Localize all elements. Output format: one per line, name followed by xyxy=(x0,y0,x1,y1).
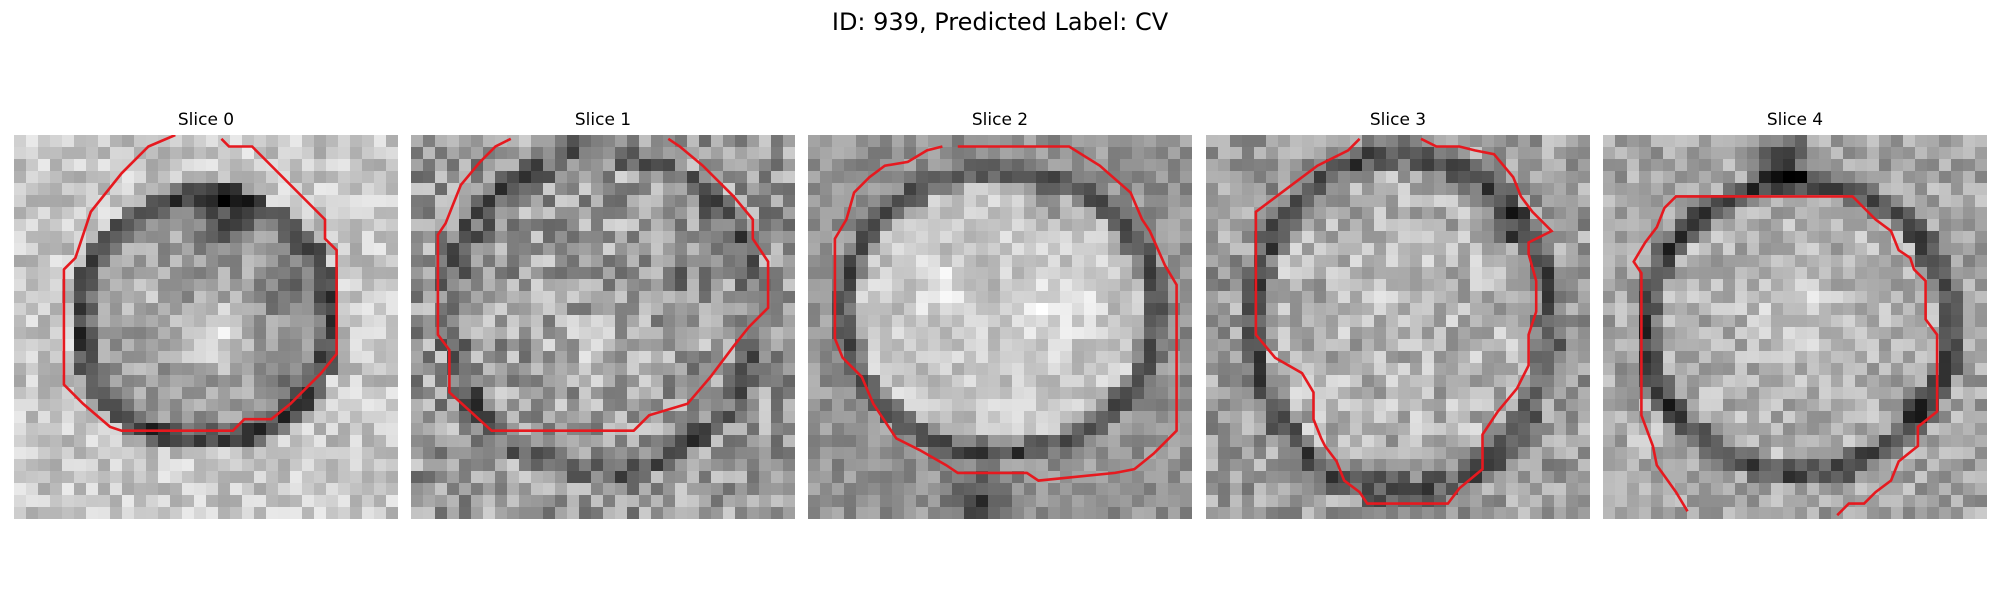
slice-image xyxy=(808,135,1192,519)
segmentation-contour xyxy=(833,145,1178,482)
slice-title: Slice 2 xyxy=(971,110,1029,130)
slice-panel: Slice 3 xyxy=(1206,108,1590,520)
slice-title: Slice 4 xyxy=(1766,110,1824,130)
slice-panel: Slice 0 xyxy=(14,108,398,520)
slice-title: Slice 0 xyxy=(177,110,235,130)
slice-image xyxy=(1603,135,1987,519)
slice-image xyxy=(14,135,398,519)
slice-title: Slice 1 xyxy=(574,110,632,130)
segmentation-contour xyxy=(62,135,338,433)
figure-title: ID: 939, Predicted Label: CV xyxy=(831,8,1169,36)
slice-image xyxy=(411,135,795,519)
slice-panel: Slice 1 xyxy=(411,108,795,520)
segmentation-contour xyxy=(436,137,770,433)
segmentation-contour xyxy=(1254,137,1554,505)
slice-panel: Slice 4 xyxy=(1603,108,1987,520)
slice-title: Slice 3 xyxy=(1369,110,1427,130)
slice-panel: Slice 2 xyxy=(808,108,1192,520)
segmentation-contour xyxy=(1632,195,1939,517)
slice-image xyxy=(1206,135,1590,519)
